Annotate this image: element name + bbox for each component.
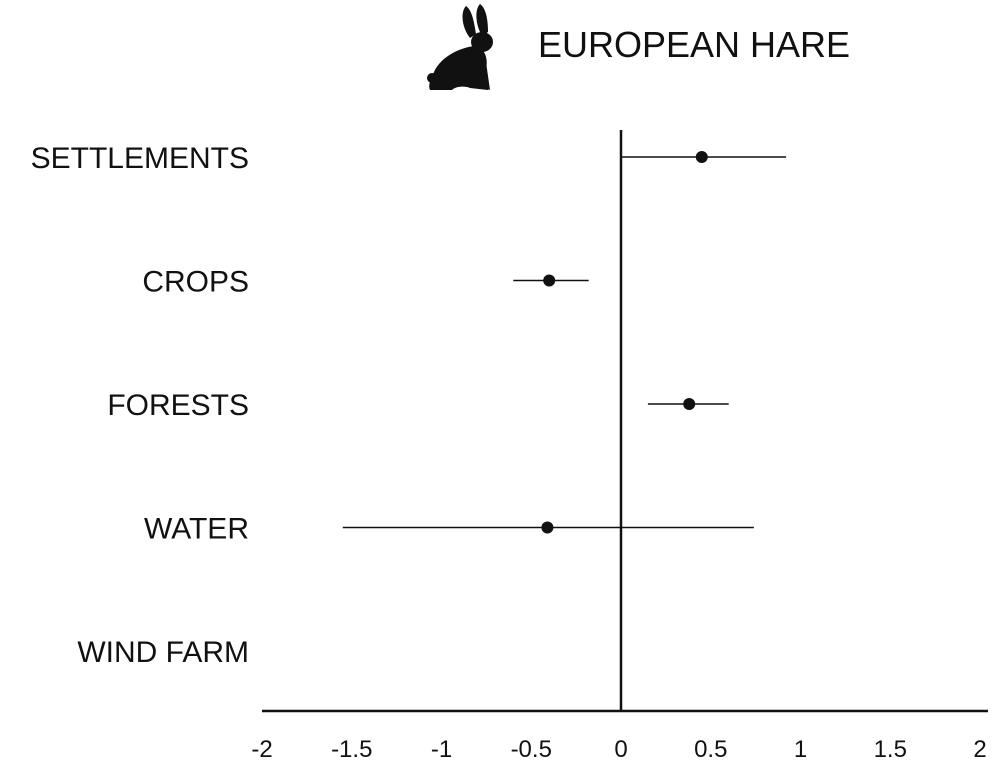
category-label: SETTLEMENTS	[31, 142, 249, 175]
category-label: FORESTS	[107, 389, 249, 422]
x-tick-label: 0.5	[694, 736, 727, 763]
chart-title-group: EUROPEAN HARE	[427, 4, 850, 90]
estimate-point	[695, 151, 708, 163]
x-tick-label: 2	[973, 736, 986, 763]
hare-silhouette-icon	[427, 4, 493, 90]
x-tick-label: 0	[614, 736, 627, 763]
estimate-point	[543, 274, 556, 287]
category-label: WATER	[144, 513, 249, 546]
estimate-point	[541, 521, 554, 534]
category-label: WIND FARM	[77, 636, 249, 669]
x-tick-label: -1	[431, 736, 452, 763]
category-label: CROPS	[142, 266, 249, 299]
x-tick-label: -2	[251, 736, 272, 763]
estimate-point	[683, 398, 696, 410]
plot-area: -2 -1.5 -1 -0.5 0 0.5 1 1.5 2 SETTLEMENTS CROPS FOR…	[31, 130, 988, 763]
x-tick-label: 1	[794, 736, 807, 763]
x-tick-label: 1.5	[874, 736, 907, 763]
chart-title: EUROPEAN HARE	[538, 24, 850, 65]
x-tick-label: -0.5	[511, 736, 552, 763]
x-tick-label: -1.5	[331, 736, 372, 763]
